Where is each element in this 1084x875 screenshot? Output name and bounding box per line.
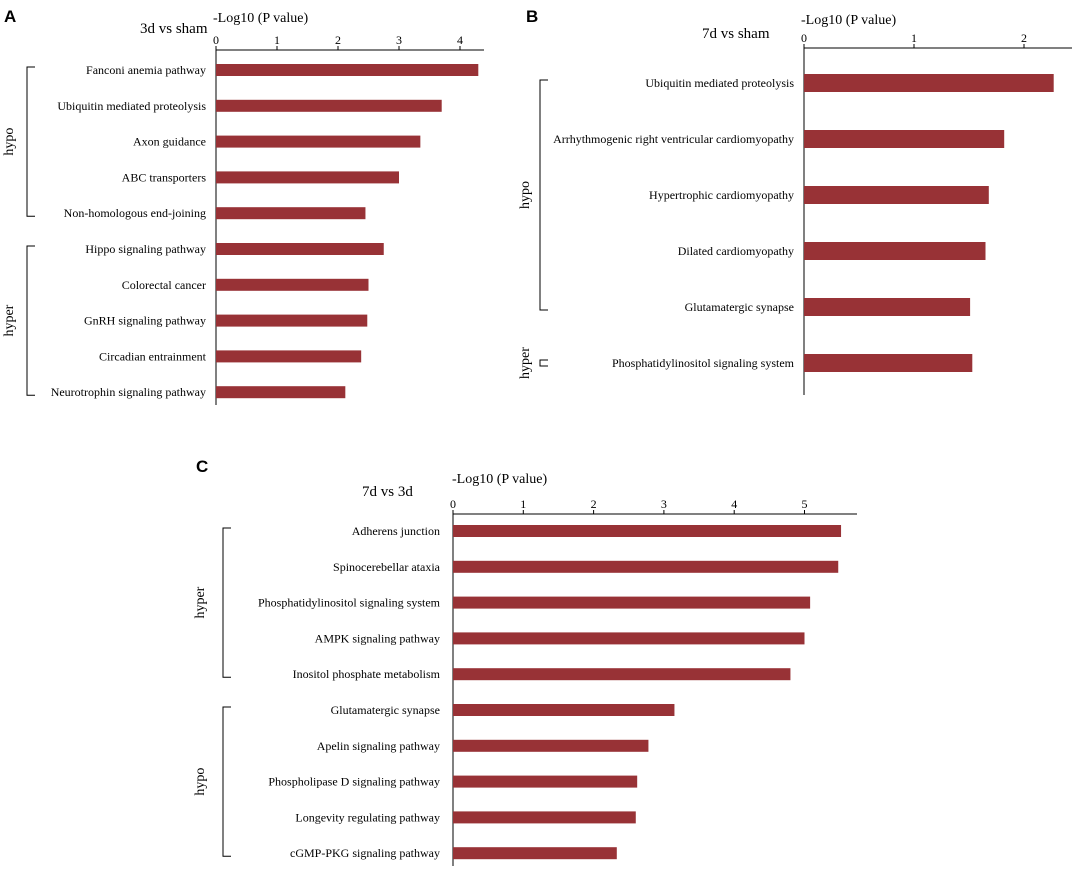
panel-b-category-label: Glutamatergic synapse: [685, 300, 794, 314]
panel-c-bar: [453, 560, 839, 573]
panel-a-x-tick-label: 1: [274, 33, 280, 47]
panel-a: A 3d vs sham -Log10 (P value) 0 1 2 3 4 Fanco…: [2, 7, 484, 405]
panel-c-x-tick-label: 1: [520, 497, 526, 511]
panel-a-x-tick-label: 2: [335, 33, 341, 47]
panel-b-x-axis-label: -Log10 (P value): [801, 13, 896, 28]
panel-c-x-tick-label: 4: [731, 497, 737, 511]
panel-a-category-label: GnRH signaling pathway: [84, 314, 206, 328]
panel-c-x-axis-label: -Log10 (P value): [452, 472, 547, 487]
panel-a-x-tick-label: 3: [396, 33, 402, 47]
panel-c-category-label: Spinocerebellar ataxia: [333, 560, 441, 574]
panel-a-category-label: Circadian entrainment: [99, 349, 207, 363]
panel-b-title: 7d vs sham: [702, 26, 770, 42]
panel-b-bar: [804, 354, 973, 372]
panel-b: B 7d vs sham -Log10 (P value) 0 1 2 Ubiquit…: [518, 7, 1072, 395]
panel-b-bar: [804, 242, 986, 260]
panel-c-x-tick-label: 0: [450, 497, 456, 511]
panel-c-category-label: Apelin signaling pathway: [317, 739, 440, 753]
panel-a-category-label: ABC transporters: [122, 170, 207, 184]
panel-a-x-tick-label: 4: [457, 33, 463, 47]
panel-b-bar: [804, 130, 1005, 148]
panel-c-group-label: hypo: [193, 768, 208, 796]
panel-b-group-label: hyper: [518, 347, 533, 379]
panel-c-bar: [453, 704, 675, 716]
panel-b-x-tick-label: 0: [801, 31, 807, 45]
panel-c-category-label: Phosphatidylinositol signaling system: [258, 596, 441, 610]
panel-letter-b: B: [526, 7, 538, 26]
panel-a-bar: [216, 386, 346, 399]
panel-c-category-label: Phospholipase D signaling pathway: [268, 775, 440, 789]
panel-a-x-tick-label: 0: [213, 33, 219, 47]
panel-a-category-label: Axon guidance: [133, 135, 206, 149]
panel-c-x-tick-label: 2: [591, 497, 597, 511]
panel-a-bar: [216, 135, 421, 148]
panel-a-category-label: Colorectal cancer: [122, 278, 206, 292]
panel-c-group-bracket: [222, 706, 231, 857]
panel-c-x-tick-label: 3: [661, 497, 667, 511]
panel-b-category-label: Dilated cardiomyopathy: [678, 244, 794, 258]
panel-a-bar: [216, 350, 362, 363]
panel-c-bar: [453, 632, 805, 645]
panel-a-bar: [216, 171, 399, 184]
panel-c-bar: [453, 847, 617, 860]
panel-c-bar: [453, 525, 842, 537]
panel-a-bar: [216, 64, 479, 76]
panel-a-group-bracket: [26, 66, 35, 217]
panel-c-category-label: cGMP-PKG signaling pathway: [290, 846, 440, 860]
panel-a-category-label: Non-homologous end-joining: [64, 206, 206, 220]
panel-b-bar: [804, 74, 1054, 92]
panel-c-bar: [453, 739, 649, 752]
panel-a-category-label: Ubiquitin mediated proteolysis: [57, 99, 206, 113]
panel-c-title: 7d vs 3d: [362, 484, 413, 500]
panel-a-title: 3d vs sham: [140, 21, 208, 37]
panel-a-bar: [216, 314, 368, 327]
panel-a-category-label: Fanconi anemia pathway: [86, 63, 206, 77]
panel-c-bar: [453, 596, 811, 609]
panel-c-group-label: hyper: [193, 586, 208, 618]
panel-c-category-label: Adherens junction: [352, 524, 440, 538]
panel-b-x-tick-label: 1: [911, 31, 917, 45]
panel-c-category-label: Longevity regulating pathway: [295, 810, 440, 824]
panel-a-category-label: Hippo signaling pathway: [85, 242, 206, 256]
panel-c: C 7d vs 3d -Log10 (P value) 0 1 2 3 4 5 Adhere…: [193, 457, 857, 866]
panel-b-group-bracket: [539, 79, 548, 311]
panel-b-category-label: Phosphatidylinositol signaling system: [612, 356, 795, 370]
panel-a-bar: [216, 278, 369, 291]
panel-b-category-label: Ubiquitin mediated proteolysis: [645, 76, 794, 90]
panel-c-category-label: AMPK signaling pathway: [315, 631, 440, 645]
panel-b-bar: [804, 186, 989, 204]
panel-letter-a: A: [4, 7, 16, 26]
panel-a-bar: [216, 99, 442, 112]
panel-c-bar: [453, 668, 791, 681]
panel-b-category-label: Hypertrophic cardiomyopathy: [649, 188, 794, 202]
panel-b-group-label: hypo: [518, 181, 533, 209]
panel-c-category-label: Glutamatergic synapse: [331, 703, 440, 717]
panel-c-bar: [453, 811, 636, 824]
panel-a-group-label: hypo: [2, 128, 17, 156]
panel-a-group-label: hyper: [2, 304, 17, 336]
panel-b-group-bracket: [539, 359, 548, 367]
panel-c-bar: [453, 775, 638, 788]
panel-a-x-axis-label: -Log10 (P value): [213, 11, 308, 26]
panel-c-group-bracket: [222, 527, 231, 678]
panel-b-category-label: Arrhythmogenic right ventricular cardiom…: [553, 132, 794, 146]
panel-a-bar: [216, 207, 366, 220]
panel-b-x-tick-label: 2: [1021, 31, 1027, 45]
panel-a-category-label: Neurotrophin signaling pathway: [51, 385, 206, 399]
panel-c-category-label: Inositol phosphate metabolism: [293, 667, 441, 681]
panel-a-bar: [216, 243, 384, 255]
panel-b-bar: [804, 298, 971, 316]
panel-letter-c: C: [196, 457, 208, 476]
panel-a-group-bracket: [26, 245, 35, 396]
panel-c-x-tick-label: 5: [802, 497, 808, 511]
